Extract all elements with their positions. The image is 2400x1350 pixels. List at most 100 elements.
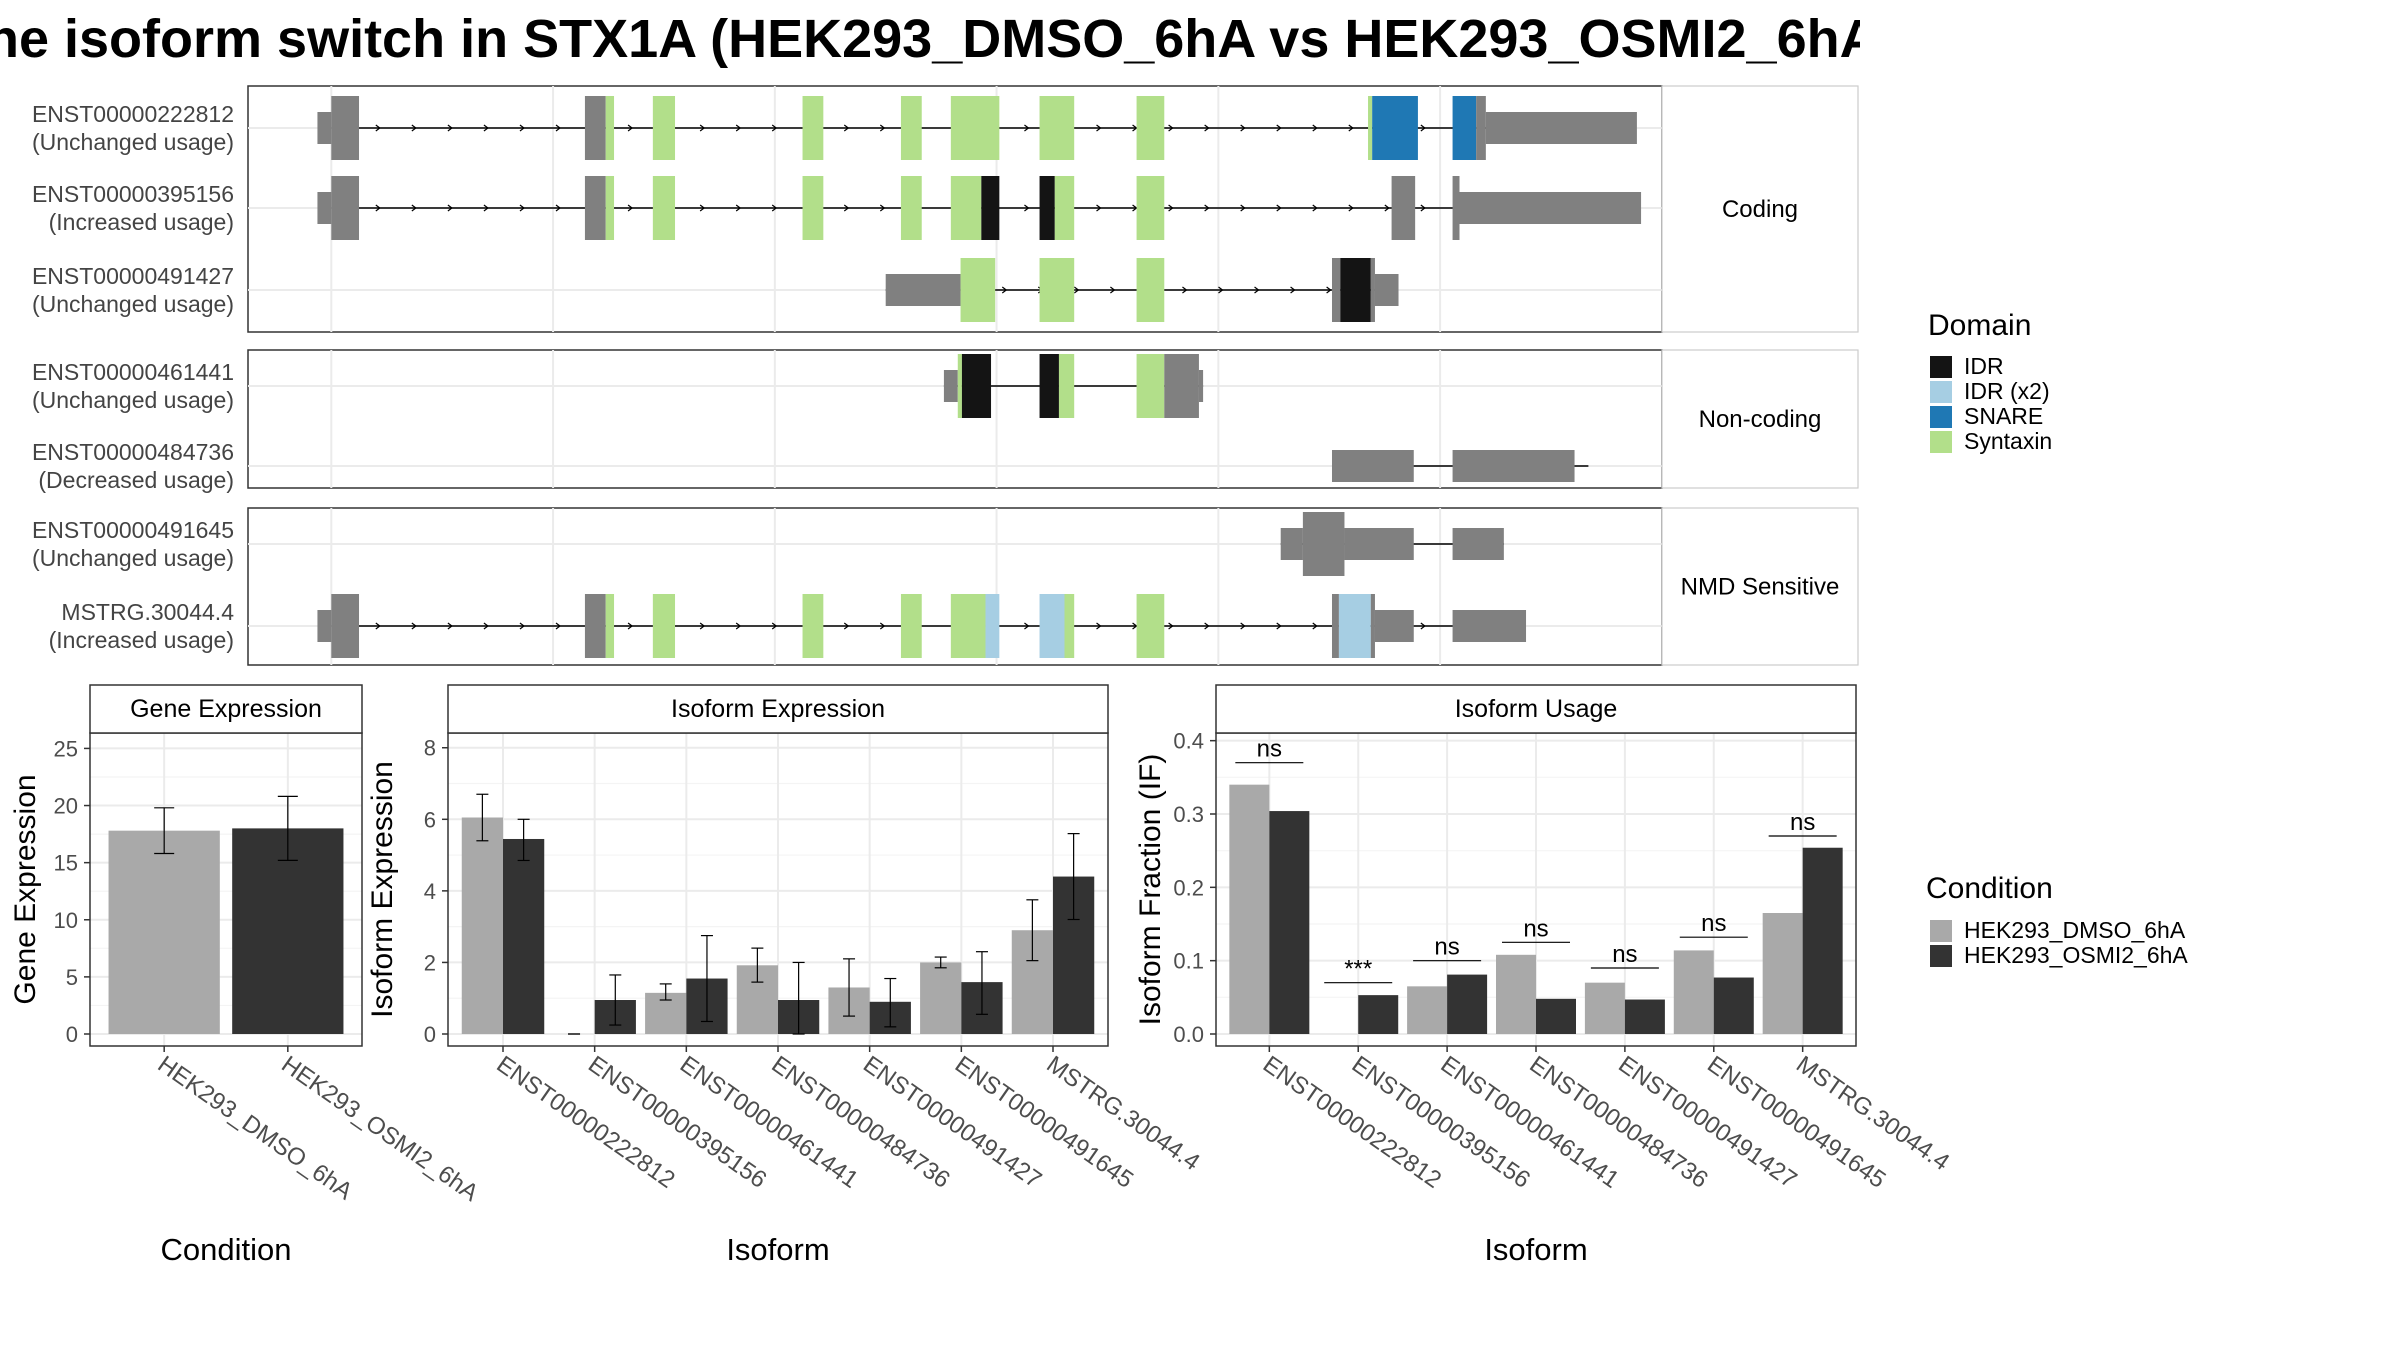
- panel-strip-1: [1661, 349, 1859, 489]
- significance-label: ns: [1257, 736, 1282, 763]
- strand-arrow: [1276, 124, 1282, 132]
- exon-utr: [1452, 528, 1504, 560]
- strand-arrow: [1420, 204, 1426, 212]
- exon-idr: [961, 354, 992, 418]
- chart-strip: [89, 684, 363, 734]
- strand-arrow: [1096, 204, 1102, 212]
- bar: [232, 828, 344, 1034]
- y-tick-label: 20: [54, 794, 78, 819]
- exon-utr: [1452, 176, 1460, 240]
- exon-idr: [1340, 258, 1371, 322]
- domain-legend-label: SNARE: [1964, 403, 2043, 429]
- significance-label: ns: [1701, 910, 1726, 937]
- strand-arrow: [699, 204, 706, 212]
- exon-utr: [1344, 528, 1414, 560]
- exon-utr: [1476, 96, 1486, 160]
- panel-strip-label: NMD Sensitive: [1681, 574, 1840, 601]
- strand-arrow: [519, 124, 525, 132]
- strand-arrow: [1096, 124, 1102, 132]
- bar: [1536, 998, 1576, 1034]
- y-tick-label: 10: [54, 908, 78, 933]
- exon-syntaxin: [605, 96, 615, 160]
- exon-snare: [1452, 96, 1477, 160]
- panel-strip-label: Non-coding: [1699, 406, 1822, 433]
- significance-label: ns: [1612, 941, 1637, 968]
- chart-strip-title: Isoform Expression: [671, 695, 885, 723]
- panel-strip-0: [1661, 85, 1859, 333]
- exon-utr: [317, 112, 332, 144]
- strand-arrow: [1218, 286, 1224, 294]
- strand-arrow: [519, 622, 525, 630]
- strand-arrow: [1204, 622, 1210, 630]
- isoform-label-id: ENST00000461441: [32, 359, 234, 385]
- condition-legend-swatch: [1930, 945, 1952, 967]
- y-tick-label: 0.3: [1173, 802, 1204, 827]
- significance-label: ns: [1790, 809, 1815, 836]
- strand-arrow: [1420, 622, 1426, 630]
- strand-arrow: [1254, 286, 1260, 294]
- strand-arrow: [375, 124, 381, 132]
- exon-utr: [1459, 192, 1642, 224]
- isoform-label-id: ENST00000395156: [32, 181, 234, 207]
- chart-strip-title: Isoform Usage: [1455, 695, 1618, 723]
- chart-strip-title: Gene Expression: [130, 695, 322, 723]
- bar: [920, 962, 962, 1034]
- strand-arrow: [735, 124, 742, 132]
- exon-syntaxin: [950, 594, 986, 658]
- exon-idr-x2-: [1039, 594, 1065, 658]
- bar: [1624, 999, 1665, 1034]
- exon-utr: [1164, 354, 1199, 418]
- strand-arrow: [1168, 124, 1174, 132]
- condition-legend-swatch: [1930, 920, 1952, 942]
- isoform-label-usage: (Decreased usage): [38, 467, 234, 493]
- strand-arrow: [555, 622, 561, 630]
- y-tick-label: 0: [424, 1022, 436, 1047]
- strand-arrow: [1024, 622, 1030, 630]
- exon-utr: [584, 594, 606, 658]
- exon-syntaxin: [1136, 258, 1165, 322]
- strand-arrow: [1024, 204, 1030, 212]
- panel-strip-2: [1661, 507, 1859, 666]
- strand-arrow: [1312, 204, 1318, 212]
- exon-idr-x2-: [985, 594, 1000, 658]
- exon-utr: [1331, 594, 1339, 658]
- exon-idr-x2-: [1338, 594, 1371, 658]
- x-axis-title: Condition: [161, 1232, 292, 1267]
- isoform-label-id: ENST00000491427: [32, 263, 234, 289]
- bar: [1269, 811, 1310, 1034]
- panel-strip-label: Coding: [1722, 196, 1798, 223]
- y-tick-label: 4: [424, 879, 436, 904]
- strand-arrow: [1326, 286, 1332, 294]
- significance-label: ns: [1434, 934, 1459, 961]
- exon-idr: [1039, 354, 1059, 418]
- bar: [461, 817, 503, 1034]
- bar: [1673, 950, 1714, 1034]
- strand-arrow: [699, 622, 706, 630]
- exon-utr: [1370, 594, 1375, 658]
- exon-syntaxin: [900, 594, 922, 658]
- isoform-label-id: ENST00000222812: [32, 101, 234, 127]
- strand-arrow: [519, 204, 525, 212]
- significance-label: ***: [1344, 956, 1372, 983]
- strand-arrow: [879, 204, 886, 212]
- exon-syntaxin: [605, 594, 615, 658]
- x-tick-label: MSTRG.30044.4: [1791, 1051, 1954, 1176]
- strand-arrow: [1348, 124, 1354, 132]
- domain-legend-swatch: [1930, 406, 1952, 428]
- exon-syntaxin: [960, 258, 996, 322]
- domain-legend-title: Domain: [1928, 309, 2031, 342]
- strand-arrow: [1240, 204, 1246, 212]
- exon-syntaxin: [950, 96, 1000, 160]
- exon-utr: [1374, 274, 1399, 306]
- y-axis-title: Isoform Expression: [366, 761, 399, 1018]
- strand-arrow: [1182, 286, 1188, 294]
- strand-arrow: [771, 622, 778, 630]
- y-axis-title: Isoform Fraction (IF): [1134, 754, 1167, 1026]
- bar: [503, 838, 545, 1034]
- strand-arrow: [699, 124, 706, 132]
- y-tick-label: 0.4: [1173, 729, 1204, 754]
- strand-arrow: [843, 124, 850, 132]
- bar: [108, 830, 220, 1034]
- exon-utr: [1370, 258, 1375, 322]
- exon-utr: [943, 370, 958, 402]
